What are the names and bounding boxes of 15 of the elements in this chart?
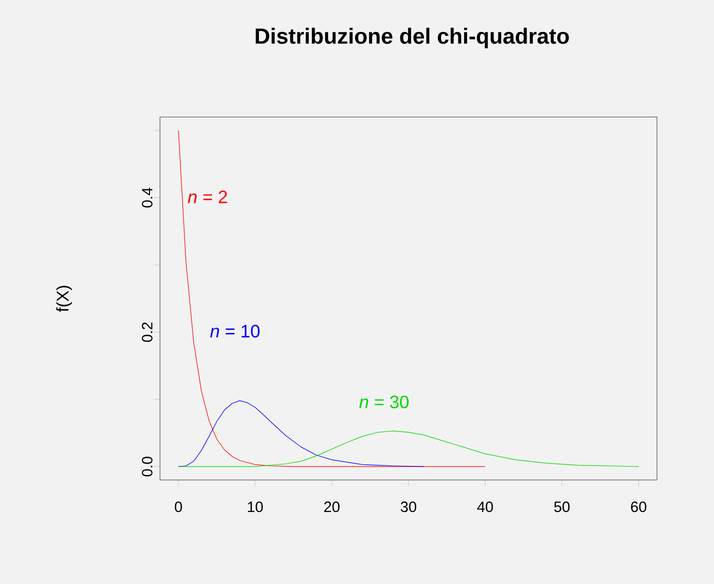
x-tick-label: 0: [174, 502, 182, 512]
annotation: n = 2: [188, 190, 228, 204]
y-axis-title: f(X): [56, 286, 72, 312]
annotation: n = 10: [210, 324, 260, 338]
x-tick-label: 60: [631, 502, 646, 512]
annotation: n = 30: [359, 396, 409, 408]
x-tick-label: 40: [477, 502, 493, 512]
x-tick-label: 30: [400, 502, 416, 512]
y-tick-label: 0.2: [142, 322, 152, 342]
chart-title: Distribuzione del chi-quadrato: [256, 28, 569, 48]
y-tick-label: 0.4: [142, 188, 152, 208]
y-tick-label: 0.0: [142, 456, 152, 476]
x-tick-label: 50: [554, 502, 570, 512]
x-tick-label: 10: [248, 502, 263, 512]
x-tick-label: 20: [324, 502, 340, 512]
